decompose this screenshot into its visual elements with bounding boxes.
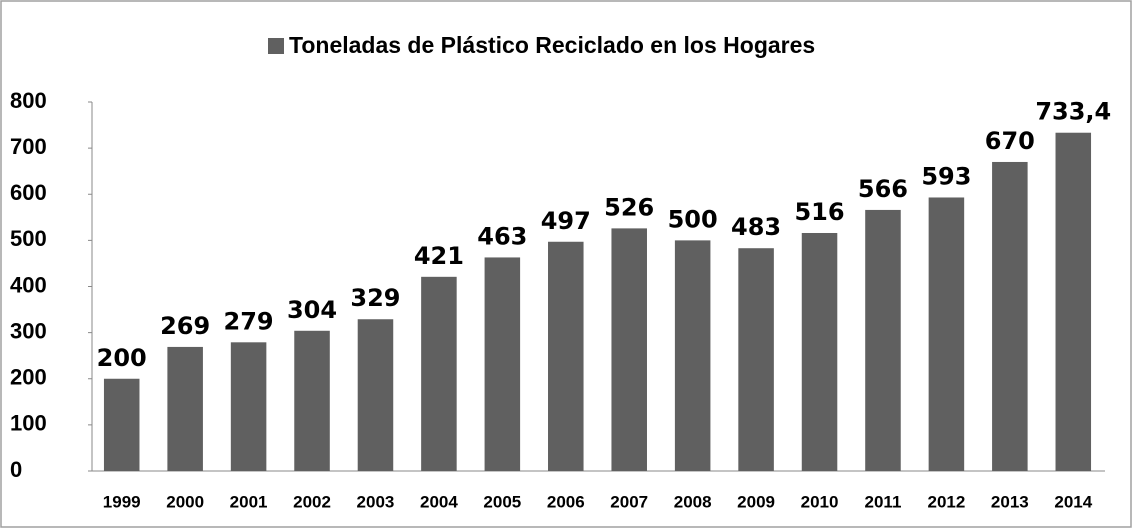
value-label: 670	[985, 127, 1035, 155]
x-tick-label: 2001	[230, 492, 268, 511]
bar	[992, 161, 1028, 471]
legend-label: Toneladas de Plástico Reciclado en los H…	[289, 32, 815, 58]
y-tick-label: 800	[10, 88, 47, 113]
bar	[548, 241, 584, 471]
bar	[230, 342, 267, 471]
value-label: 304	[287, 296, 337, 324]
bar	[928, 197, 965, 471]
x-tick-label: 2013	[991, 492, 1029, 511]
value-label: 500	[668, 205, 718, 233]
bar	[801, 232, 838, 471]
y-tick-label: 600	[10, 180, 47, 205]
x-tick-label: 2002	[293, 492, 331, 511]
y-tick-label: 100	[10, 411, 47, 436]
value-label: 593	[921, 162, 971, 190]
bar	[865, 209, 901, 471]
x-tick-label: 2010	[801, 492, 839, 511]
x-tick-label: 2004	[420, 492, 458, 511]
bar	[611, 228, 647, 471]
legend-swatch	[268, 38, 284, 54]
x-tick-label: 1999	[103, 492, 141, 511]
value-label: 733,4	[1035, 98, 1111, 126]
y-tick-label: 400	[10, 272, 47, 297]
bar	[294, 330, 330, 471]
value-label: 483	[731, 213, 781, 241]
bar	[484, 257, 521, 471]
value-label: 329	[350, 284, 400, 312]
y-tick-label: 300	[10, 318, 47, 343]
y-tick-label: 200	[10, 365, 47, 390]
bar	[421, 276, 457, 471]
x-tick-label: 2000	[166, 492, 204, 511]
bar	[103, 378, 140, 471]
y-tick-label: 0	[10, 457, 22, 482]
x-tick-label: 2009	[737, 492, 775, 511]
x-tick-label: 2007	[610, 492, 648, 511]
bar	[1055, 132, 1092, 472]
value-label: 200	[97, 344, 147, 372]
x-tick-label: 2014	[1054, 492, 1092, 511]
bar	[738, 248, 774, 471]
value-label: 463	[477, 222, 527, 250]
bar	[357, 319, 394, 471]
bar	[674, 240, 711, 471]
x-tick-label: 2012	[927, 492, 965, 511]
y-tick-label: 500	[10, 226, 47, 251]
value-label: 526	[604, 193, 654, 221]
value-label: 497	[541, 207, 591, 235]
value-label: 421	[414, 242, 464, 270]
x-tick-label: 2006	[547, 492, 585, 511]
x-tick-label: 2011	[865, 492, 902, 511]
x-tick-label: 2003	[357, 492, 395, 511]
value-label: 566	[858, 175, 908, 203]
value-label: 269	[160, 312, 210, 340]
y-tick-label: 700	[10, 134, 47, 159]
x-tick-label: 2005	[483, 492, 521, 511]
x-tick-label: 2008	[674, 492, 712, 511]
value-label: 516	[794, 198, 844, 226]
bar	[167, 346, 203, 471]
value-label: 279	[224, 307, 274, 335]
